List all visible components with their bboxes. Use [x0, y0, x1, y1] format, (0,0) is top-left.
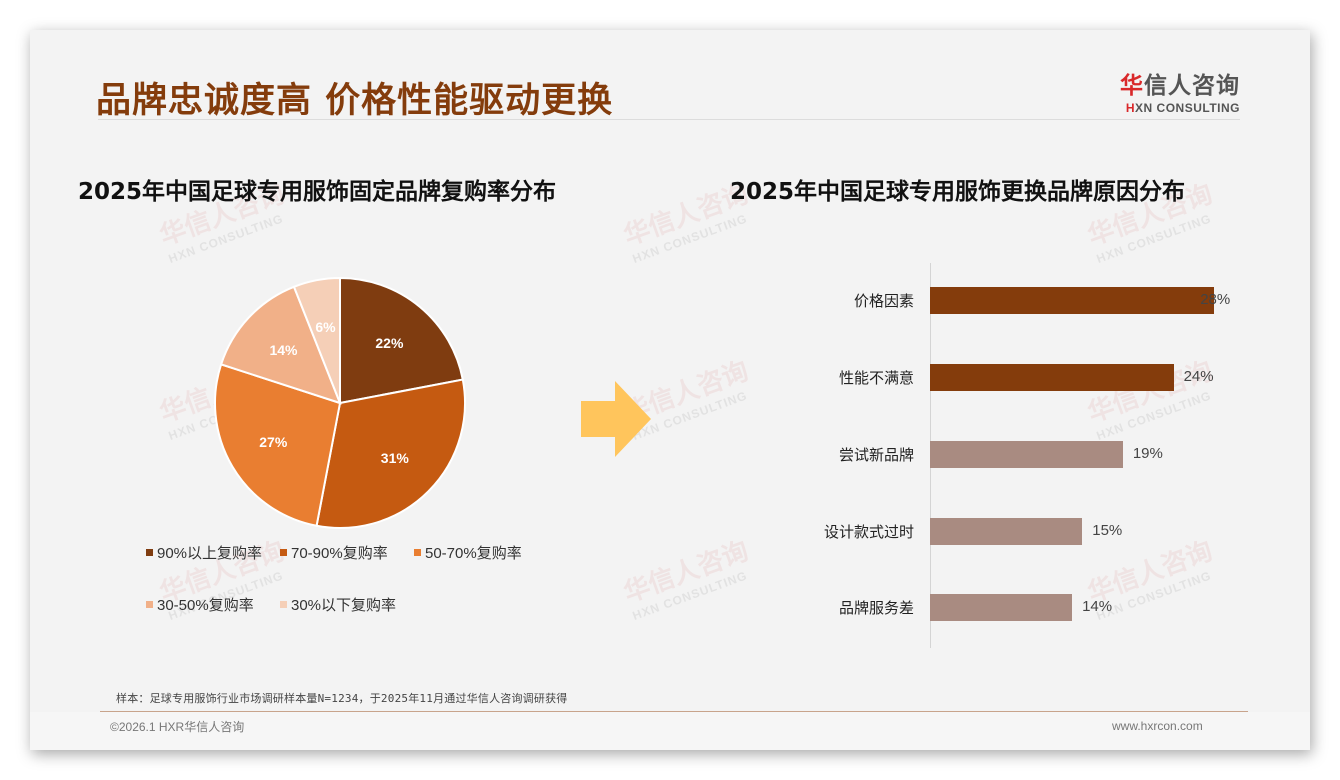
- pie-slice-label: 6%: [315, 318, 336, 335]
- pie-slice: [292, 276, 341, 404]
- slide: 品牌忠诚度高 价格性能驱动更换 华信人咨询 HXN CONSULTING 华信人…: [30, 30, 1310, 750]
- bar-category-label: 性能不满意: [838, 370, 914, 387]
- bar-row: 品牌服务差 14%: [730, 594, 1290, 622]
- legend-item: 30-50%复购率: [146, 594, 254, 615]
- pie-slice: [339, 276, 464, 405]
- bar-category-label: 品牌服务差: [838, 600, 914, 617]
- pie-slice-label: 31%: [380, 449, 409, 466]
- legend-item: 90%以上复购率: [146, 542, 262, 563]
- pie-slice: [214, 363, 342, 527]
- bar-row: 设计款式过时 15%: [730, 518, 1290, 546]
- legend-item: 30%以下复购率: [280, 594, 396, 615]
- pie-chart-title: 2025年中国足球专用服饰固定品牌复购率分布: [78, 179, 557, 205]
- bar: [930, 287, 1215, 314]
- pie-slice-label: 22%: [375, 335, 404, 352]
- bar-row: 尝试新品牌 19%: [730, 441, 1290, 469]
- legend-swatch: [280, 549, 287, 556]
- logo-cn-text: 信人咨询: [1144, 73, 1240, 99]
- right-arrow-icon: [581, 381, 651, 457]
- bar-category-label: 设计款式过时: [823, 524, 914, 541]
- bar: [930, 364, 1174, 391]
- bar-value-label: 15%: [1092, 522, 1123, 539]
- legend-swatch: [146, 549, 153, 556]
- legend-swatch: [280, 601, 287, 608]
- bar-value-label: 14%: [1082, 598, 1113, 615]
- pie-svg: [214, 276, 466, 529]
- legend-item: 70-90%复购率: [280, 542, 388, 563]
- bar-row: 价格因素 28%: [730, 287, 1290, 315]
- logo-cn-red: 华: [1120, 73, 1144, 99]
- source-note: 样本：足球专用服饰行业市场调研样本量N=1234，于2025年11月通过华信人咨…: [116, 692, 568, 705]
- pie-slice: [315, 378, 466, 529]
- bar-value-label: 24%: [1183, 368, 1214, 385]
- title-divider: [98, 119, 1240, 120]
- pie-slice-label: 14%: [269, 341, 298, 358]
- bar: [930, 518, 1083, 545]
- bar-value-label: 19%: [1132, 445, 1163, 462]
- logo-en-red: H: [1125, 101, 1136, 115]
- legend-item: 50-70%复购率: [414, 542, 522, 563]
- bar-value-label: 28%: [1200, 291, 1231, 308]
- legend-swatch: [146, 601, 153, 608]
- footer-divider: [100, 711, 1248, 712]
- bar: [930, 594, 1073, 621]
- bar-row: 性能不满意 24%: [730, 364, 1290, 392]
- bar-category-label: 尝试新品牌: [838, 447, 914, 464]
- bar-chart-title: 2025年中国足球专用服饰更换品牌原因分布: [730, 179, 1186, 205]
- legend-swatch: [414, 549, 421, 556]
- pie-slice-label: 27%: [259, 434, 288, 451]
- footer: [30, 712, 1310, 750]
- copyright: ©2026.1 HXR华信人咨询: [110, 720, 245, 734]
- bar: [930, 441, 1123, 468]
- company-logo: 华信人咨询 HXN CONSULTING: [1110, 66, 1240, 115]
- bar-category-label: 价格因素: [853, 293, 914, 310]
- pie-slice: [219, 285, 342, 405]
- logo-en-text: XN CONSULTING: [1135, 101, 1240, 115]
- pie-chart: 22% 31% 27% 14% 6%: [210, 273, 470, 533]
- bar-chart: 价格因素 28% 性能不满意 24% 尝试新品牌 19% 设计款式过时 15% …: [730, 263, 1290, 648]
- page-title: 品牌忠诚度高 价格性能驱动更换: [96, 81, 614, 121]
- website-link[interactable]: www.hxrcon.com: [1112, 719, 1203, 733]
